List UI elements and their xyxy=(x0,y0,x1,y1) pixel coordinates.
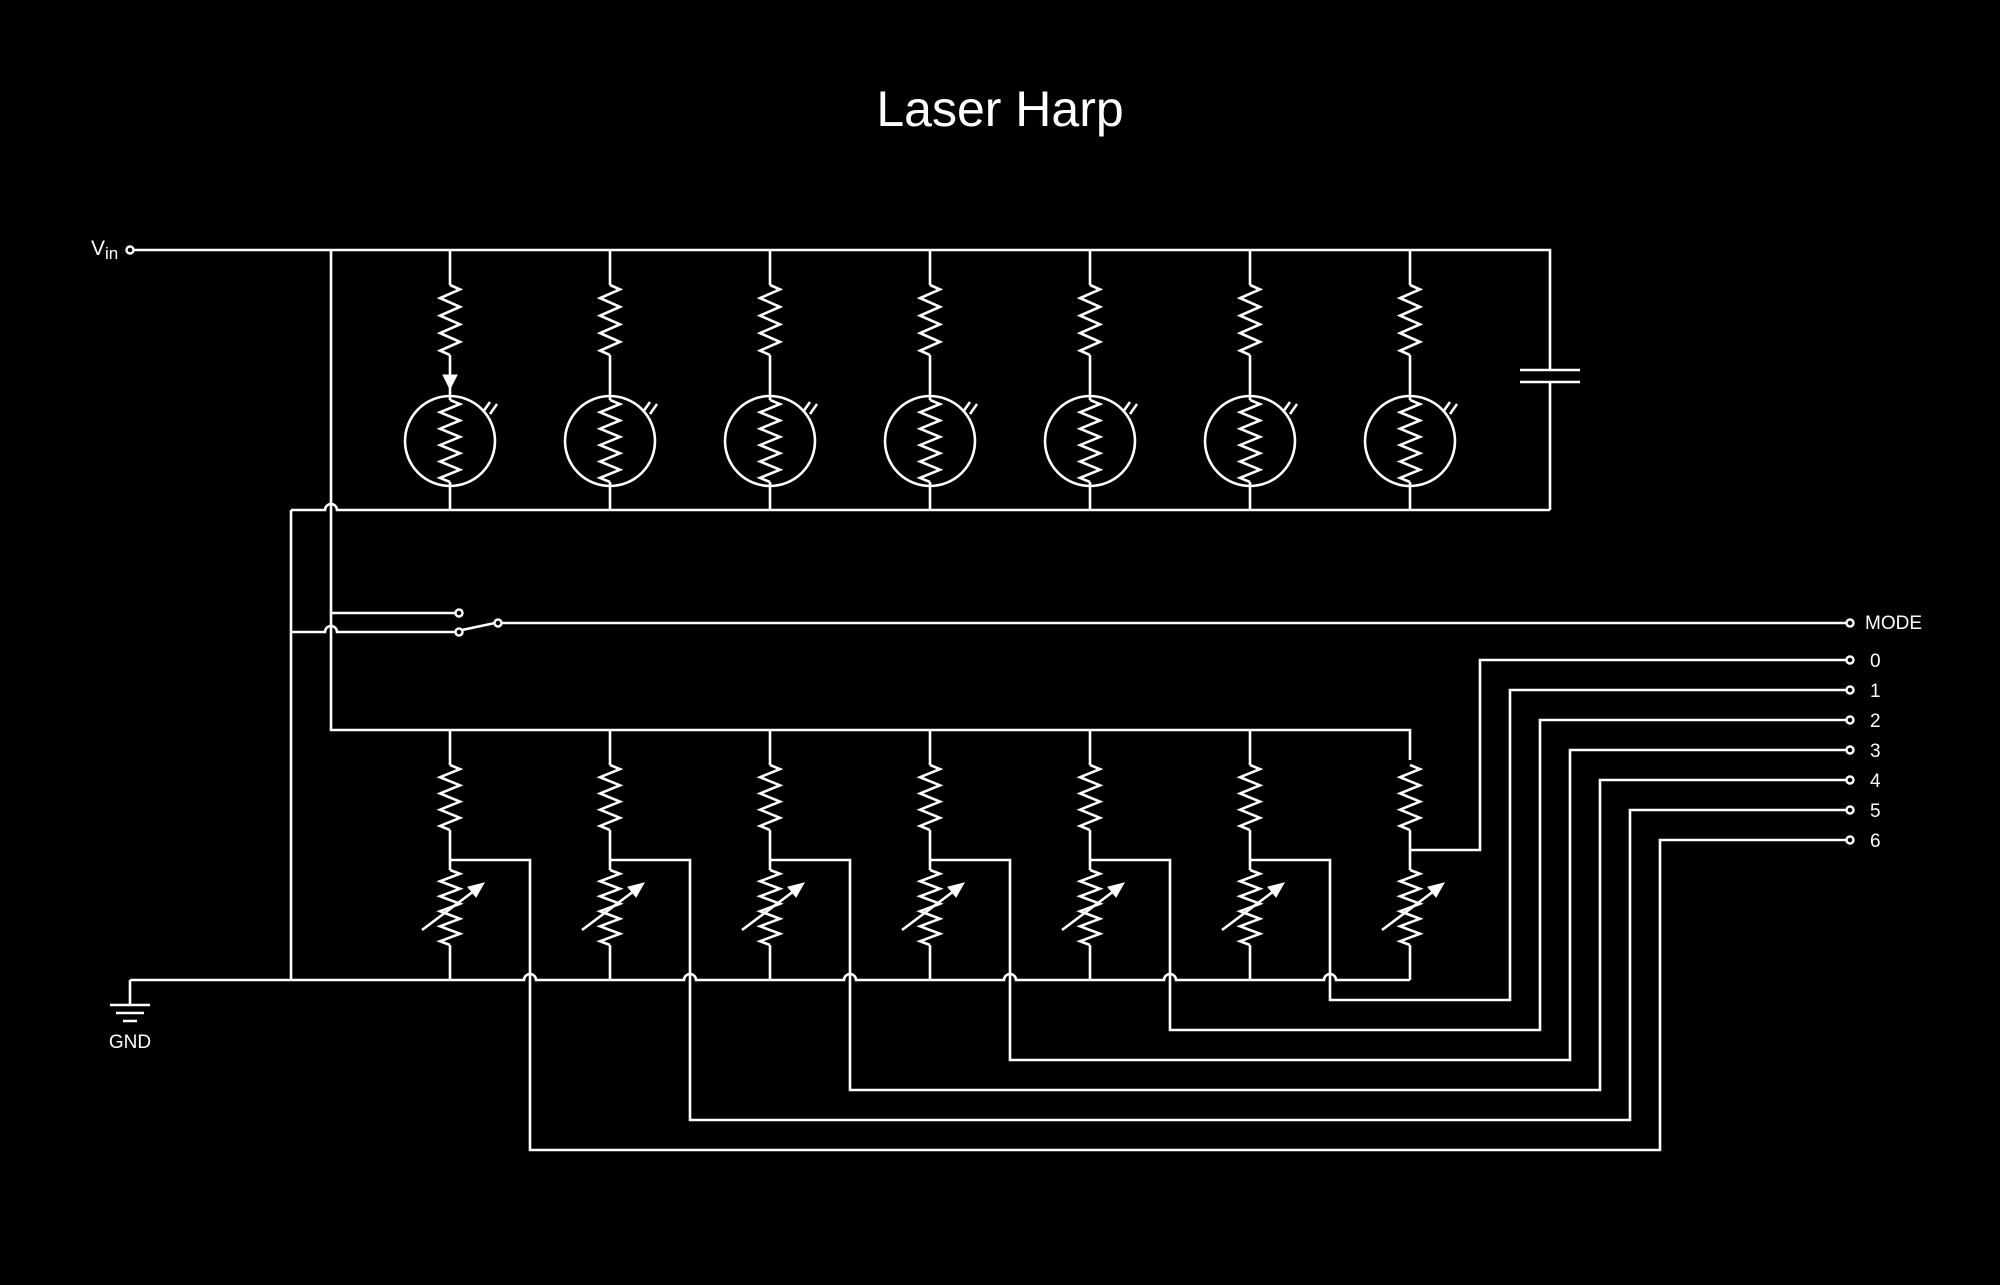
terminal-icon xyxy=(1845,655,1855,665)
variable-resistor-arrow-line xyxy=(581,886,639,932)
photoresistor-element xyxy=(436,398,464,484)
resistor-icon xyxy=(1396,763,1424,832)
output-wire-1 xyxy=(1250,688,1846,1002)
photoresistor-element xyxy=(596,398,624,484)
terminal-icon xyxy=(1845,835,1855,845)
gnd-label: GND xyxy=(109,1032,151,1053)
variable-resistor-arrow-line xyxy=(1061,886,1119,932)
output-label-4: 4 xyxy=(1870,771,1881,792)
switch-contact-b-wire xyxy=(291,624,455,634)
light-rays-icon xyxy=(1121,401,1139,415)
resistor-icon xyxy=(1076,763,1104,832)
variable-resistor-arrowhead xyxy=(1107,882,1126,898)
current-arrow-icon xyxy=(442,374,458,391)
variable-resistor-arrow-line xyxy=(1221,886,1279,932)
light-rays-icon xyxy=(801,401,819,415)
output-label-6: 6 xyxy=(1870,831,1881,852)
variable-resistor-arrowhead xyxy=(1267,882,1286,898)
variable-resistor-arrowhead xyxy=(947,882,966,898)
output-wire-5 xyxy=(610,808,1846,1122)
ground-rail xyxy=(130,972,1410,982)
vin-label: V in xyxy=(91,237,118,263)
resistor-icon xyxy=(1396,283,1424,357)
variable-resistor-arrow-line xyxy=(741,886,799,932)
resistor-icon xyxy=(1076,283,1104,357)
light-rays-icon xyxy=(481,401,499,415)
photoresistor-element xyxy=(1396,398,1424,484)
photoresistor-element xyxy=(1236,398,1264,484)
photoresistor-element xyxy=(916,398,944,484)
output-wire-2 xyxy=(1090,718,1846,1032)
variable-resistor-arrow-line xyxy=(1381,886,1439,932)
variable-resistor-arrowhead xyxy=(627,882,646,898)
output-label-3: 3 xyxy=(1870,741,1881,762)
vin-label-main: V xyxy=(91,237,105,260)
switch-pivot xyxy=(493,618,503,628)
variable-resistor-arrowhead xyxy=(1427,882,1446,898)
terminal-icon xyxy=(1845,775,1855,785)
terminal-icon xyxy=(1845,685,1855,695)
terminal-icon xyxy=(1845,618,1855,628)
output-label-1: 1 xyxy=(1870,681,1881,702)
variable-resistor-arrowhead xyxy=(467,882,486,898)
ground-icon xyxy=(110,1003,150,1023)
circuit-wiring xyxy=(110,245,1855,1152)
output-label-2: 2 xyxy=(1870,711,1881,732)
resistor-icon xyxy=(596,763,624,832)
output-wire-6 xyxy=(450,838,1846,1152)
light-rays-icon xyxy=(961,401,979,415)
vin-label-subscript: in xyxy=(105,244,118,263)
resistor-icon xyxy=(1236,763,1264,832)
resistor-icon xyxy=(1236,283,1264,357)
mode-label: MODE xyxy=(1865,613,1922,634)
resistor-icon xyxy=(756,763,784,832)
photoresistor-element xyxy=(756,398,784,484)
output-wire-3 xyxy=(930,748,1846,1062)
output-label-0: 0 xyxy=(1870,651,1881,672)
output-wire-0 xyxy=(1410,658,1846,852)
resistor-icon xyxy=(436,763,464,832)
light-rays-icon xyxy=(1281,401,1299,415)
light-rays-icon xyxy=(641,401,659,415)
terminal-icon xyxy=(1845,715,1855,725)
variable-resistor-arrow-line xyxy=(421,886,479,932)
resistor-icon xyxy=(596,283,624,357)
resistor-icon xyxy=(756,283,784,357)
light-rays-icon xyxy=(1441,401,1459,415)
resistor-icon xyxy=(436,283,464,357)
vin-terminal xyxy=(125,245,135,255)
switch-contact-a xyxy=(454,608,464,618)
output-wire-4 xyxy=(770,778,1846,1092)
resistor-icon xyxy=(916,763,944,832)
variable-resistor-arrow-line xyxy=(901,886,959,932)
switch-contact-b xyxy=(454,627,464,637)
resistor-icon xyxy=(916,283,944,357)
output-label-5: 5 xyxy=(1870,801,1881,822)
vin-rail xyxy=(134,248,1552,370)
variable-resistor-arrowhead xyxy=(787,882,806,898)
diagram-title: Laser Harp xyxy=(876,81,1123,137)
switch-icon xyxy=(461,621,496,632)
terminal-icon xyxy=(1845,745,1855,755)
terminal-icon xyxy=(1845,805,1855,815)
photoresistor-element xyxy=(1076,398,1104,484)
inner-supply-wire xyxy=(329,250,1412,760)
